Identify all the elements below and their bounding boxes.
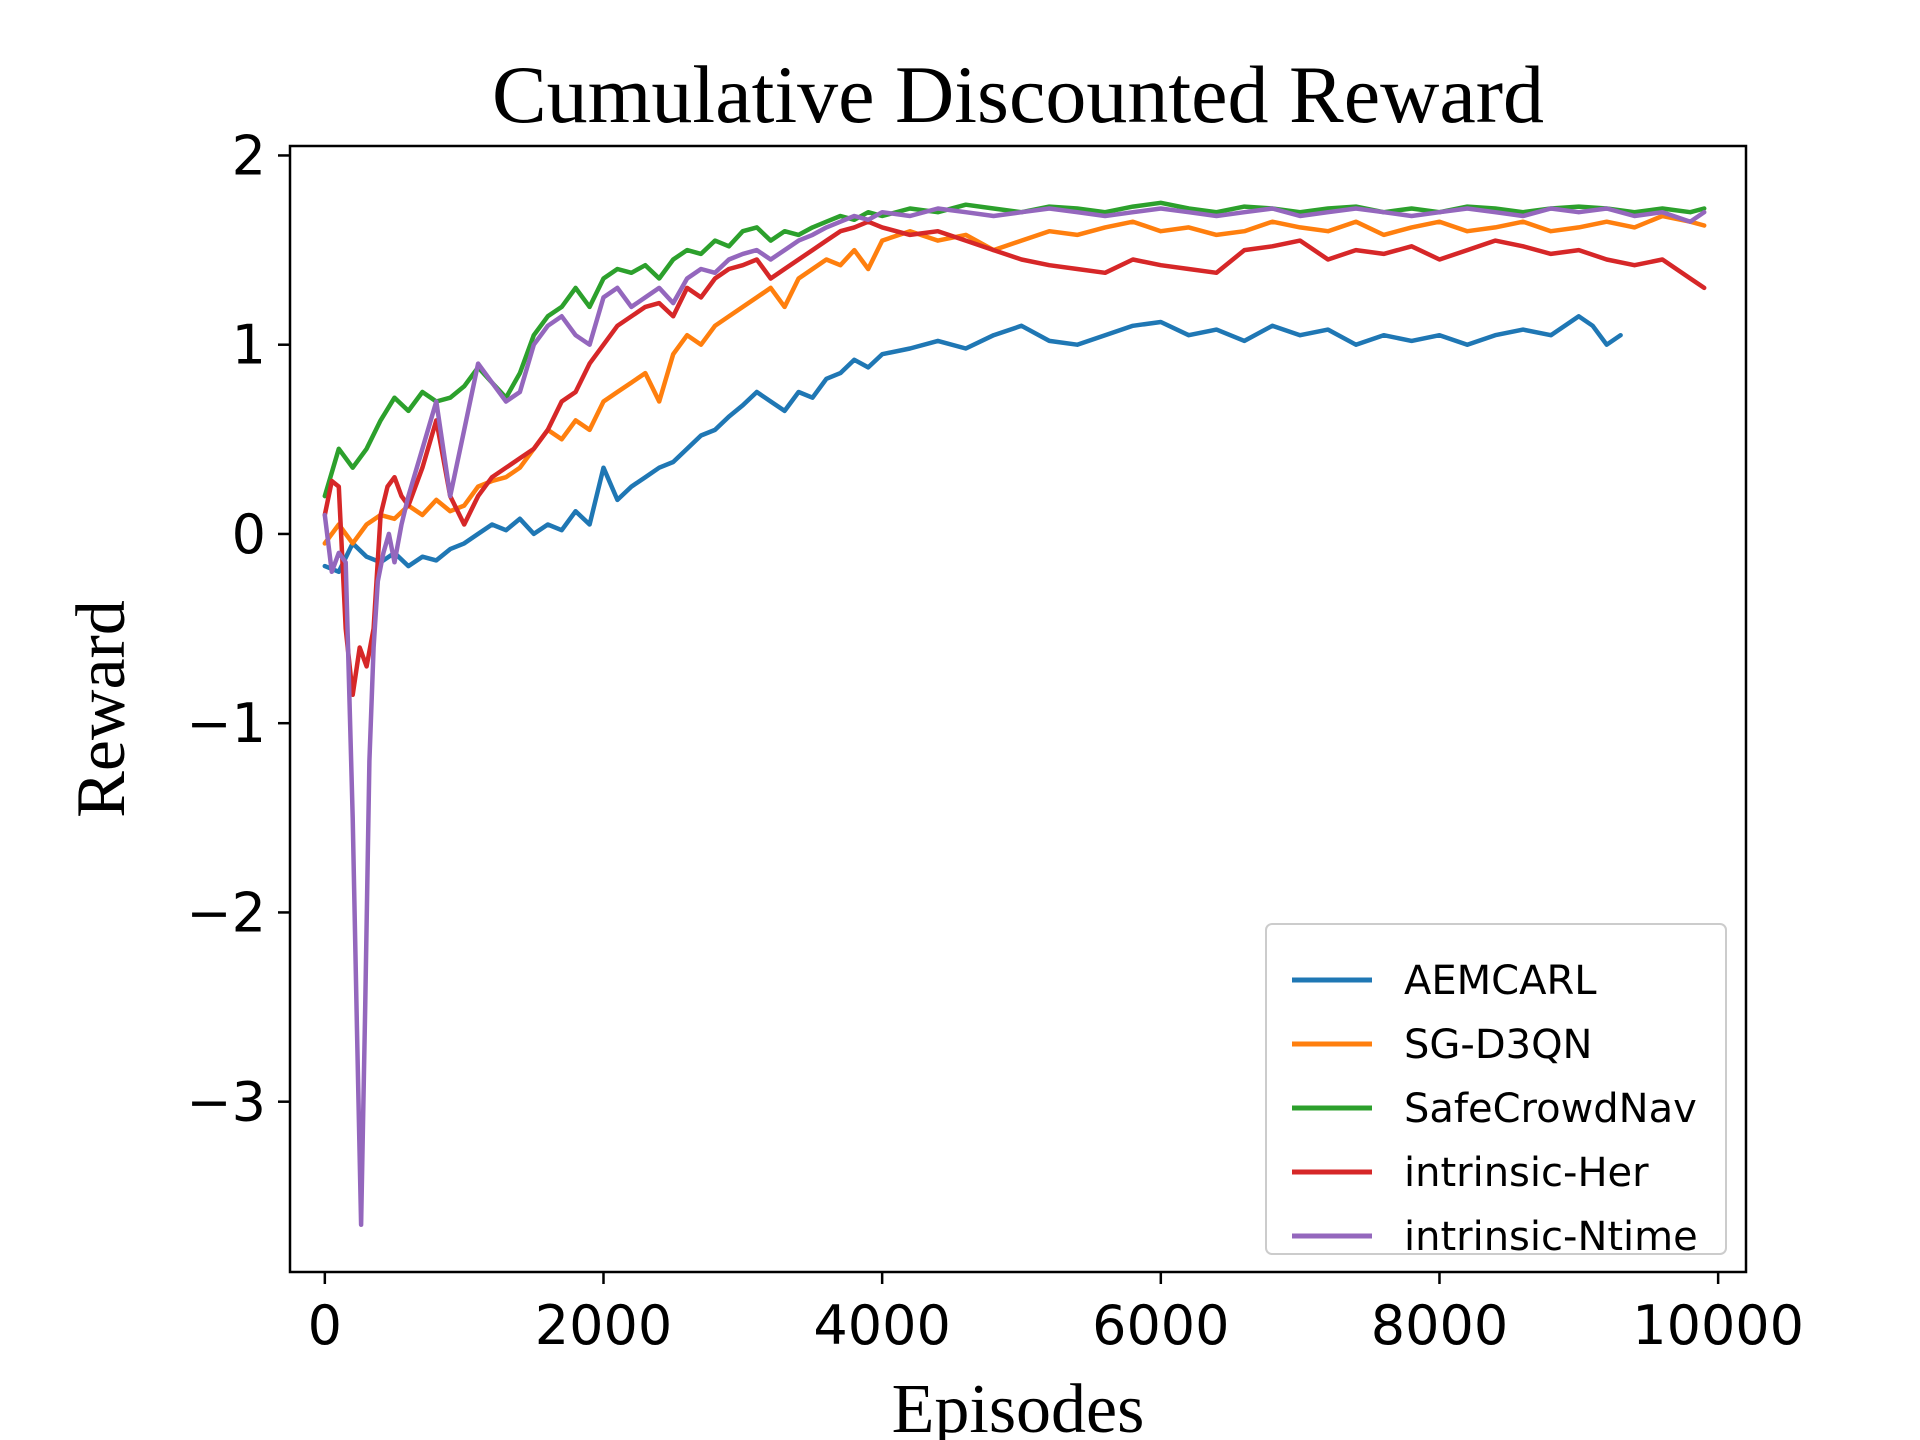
series-line-intrinsic-her bbox=[322, 219, 1707, 698]
y-tick-label: 1 bbox=[232, 314, 266, 377]
x-axis-label: Episodes bbox=[892, 1371, 1145, 1440]
y-tick-label: −3 bbox=[186, 1071, 266, 1134]
y-tick-label: 0 bbox=[232, 503, 266, 566]
plot-area bbox=[288, 144, 1748, 1274]
legend-items: AEMCARL SG-D3QN SafeCrowdNav intrinsic-Her i… bbox=[1292, 958, 1698, 1260]
x-tick-label: 6000 bbox=[1092, 1294, 1229, 1357]
series-line-aemcarl bbox=[322, 314, 1623, 575]
x-tick-label: 0 bbox=[308, 1294, 342, 1357]
legend: AEMCARL SG-D3QN SafeCrowdNav intrinsic-Her i… bbox=[1265, 923, 1727, 1260]
plot-frame bbox=[288, 144, 1748, 1274]
y-axis-label: Reward bbox=[63, 600, 140, 818]
y-tick-label: −1 bbox=[186, 692, 266, 755]
y-tick-label: −2 bbox=[186, 881, 266, 944]
x-tick-label: 10000 bbox=[1632, 1294, 1804, 1357]
y-tick-label: 2 bbox=[232, 124, 266, 187]
series-line-intrinsic-ntime bbox=[322, 206, 1707, 1227]
x-tick-label: 8000 bbox=[1371, 1294, 1508, 1357]
y-axis: −3 −2 −1 0 1 2 bbox=[186, 124, 290, 1134]
series-group bbox=[322, 200, 1707, 1227]
legend-box bbox=[1265, 923, 1727, 1255]
x-tick-label: 2000 bbox=[535, 1294, 672, 1357]
x-tick-label: 4000 bbox=[813, 1294, 950, 1357]
legend-label: AEMCARL bbox=[1404, 958, 1597, 1004]
legend-label: intrinsic-Her bbox=[1404, 1150, 1649, 1196]
legend-label: intrinsic-Ntime bbox=[1404, 1214, 1698, 1260]
x-axis: 0 2000 4000 6000 8000 10000 bbox=[308, 1272, 1804, 1357]
legend-label: SG-D3QN bbox=[1404, 1022, 1592, 1068]
chart-title: Cumulative Discounted Reward bbox=[492, 49, 1544, 140]
legend-label: SafeCrowdNav bbox=[1404, 1086, 1697, 1132]
